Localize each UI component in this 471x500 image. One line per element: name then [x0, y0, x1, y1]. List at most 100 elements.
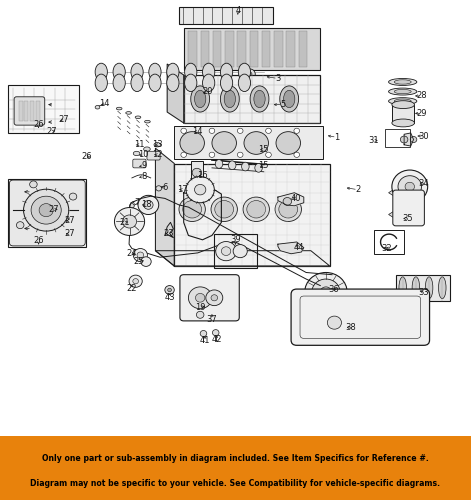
Circle shape [196, 312, 204, 318]
Text: 43: 43 [164, 293, 175, 302]
Text: 41: 41 [200, 336, 210, 345]
Ellipse shape [167, 74, 179, 92]
Polygon shape [404, 133, 414, 146]
Ellipse shape [250, 86, 269, 112]
Circle shape [405, 182, 414, 191]
FancyBboxPatch shape [291, 289, 430, 346]
Circle shape [276, 132, 300, 154]
Circle shape [209, 128, 215, 134]
Text: 15: 15 [259, 161, 269, 170]
FancyBboxPatch shape [393, 190, 424, 226]
Bar [188, 31, 197, 67]
Bar [286, 31, 295, 67]
Bar [8, 179, 86, 247]
Bar [213, 31, 221, 67]
Ellipse shape [203, 74, 215, 92]
Ellipse shape [113, 74, 125, 92]
Circle shape [179, 197, 205, 222]
Ellipse shape [167, 63, 179, 80]
Bar [214, 234, 257, 268]
Ellipse shape [238, 63, 251, 80]
Ellipse shape [191, 86, 210, 112]
Circle shape [400, 136, 408, 143]
Bar [184, 75, 320, 123]
Bar [274, 31, 283, 67]
Circle shape [244, 132, 268, 154]
Ellipse shape [135, 116, 141, 118]
Ellipse shape [195, 90, 206, 108]
Text: 28: 28 [416, 92, 427, 100]
Circle shape [195, 294, 205, 302]
Text: 34: 34 [419, 178, 429, 188]
Circle shape [221, 247, 231, 256]
Text: 27: 27 [49, 205, 59, 214]
Bar [225, 31, 234, 67]
Text: 5: 5 [280, 100, 285, 109]
Text: 30: 30 [419, 132, 429, 140]
Circle shape [69, 193, 77, 200]
Ellipse shape [133, 152, 140, 156]
Circle shape [133, 278, 138, 284]
Bar [385, 129, 410, 148]
Bar [24, 100, 28, 121]
FancyBboxPatch shape [180, 274, 239, 321]
Text: 40: 40 [291, 194, 301, 203]
Ellipse shape [220, 86, 239, 112]
Text: Only one part or sub-assembly in diagram included. See Item Specifics for Refere: Only one part or sub-assembly in diagram… [42, 454, 429, 463]
Circle shape [195, 184, 206, 195]
Text: 36: 36 [328, 286, 339, 294]
Circle shape [279, 200, 298, 218]
Circle shape [188, 287, 212, 308]
Text: 10: 10 [138, 150, 149, 160]
Bar [8, 85, 79, 133]
Text: 12: 12 [153, 150, 163, 160]
Circle shape [266, 128, 271, 134]
Ellipse shape [399, 277, 406, 298]
Text: 29: 29 [416, 109, 427, 118]
Text: 1: 1 [334, 133, 340, 142]
Ellipse shape [392, 100, 414, 108]
Ellipse shape [255, 164, 262, 172]
Circle shape [138, 196, 159, 214]
Ellipse shape [145, 120, 150, 123]
Circle shape [216, 242, 236, 260]
Ellipse shape [392, 119, 414, 127]
Circle shape [320, 287, 332, 298]
Bar [374, 230, 404, 254]
Ellipse shape [394, 99, 411, 103]
Ellipse shape [254, 90, 265, 108]
Circle shape [247, 72, 252, 76]
Text: 27: 27 [58, 116, 69, 124]
Circle shape [294, 128, 300, 134]
Text: 6: 6 [162, 183, 168, 192]
Text: 23: 23 [163, 229, 174, 238]
Ellipse shape [389, 78, 417, 86]
Circle shape [141, 257, 151, 266]
Bar [201, 31, 209, 67]
Circle shape [181, 152, 187, 158]
Text: 7: 7 [134, 198, 139, 207]
Text: 4: 4 [235, 6, 241, 16]
Circle shape [305, 272, 347, 312]
Circle shape [39, 204, 53, 216]
Circle shape [266, 152, 271, 158]
Ellipse shape [113, 63, 125, 80]
Polygon shape [167, 64, 184, 123]
Circle shape [275, 197, 301, 222]
Circle shape [133, 248, 147, 262]
Circle shape [144, 200, 153, 209]
Text: 39: 39 [230, 236, 241, 244]
Ellipse shape [126, 112, 131, 114]
Circle shape [180, 132, 204, 154]
Circle shape [181, 128, 187, 134]
Ellipse shape [394, 90, 411, 94]
Circle shape [31, 196, 61, 224]
Text: 24: 24 [127, 250, 137, 258]
Bar [179, 6, 273, 24]
Text: 27: 27 [47, 127, 57, 136]
Text: 19: 19 [195, 303, 205, 312]
Circle shape [247, 200, 266, 218]
Polygon shape [155, 148, 174, 266]
Text: 33: 33 [419, 288, 429, 296]
Ellipse shape [149, 63, 161, 80]
